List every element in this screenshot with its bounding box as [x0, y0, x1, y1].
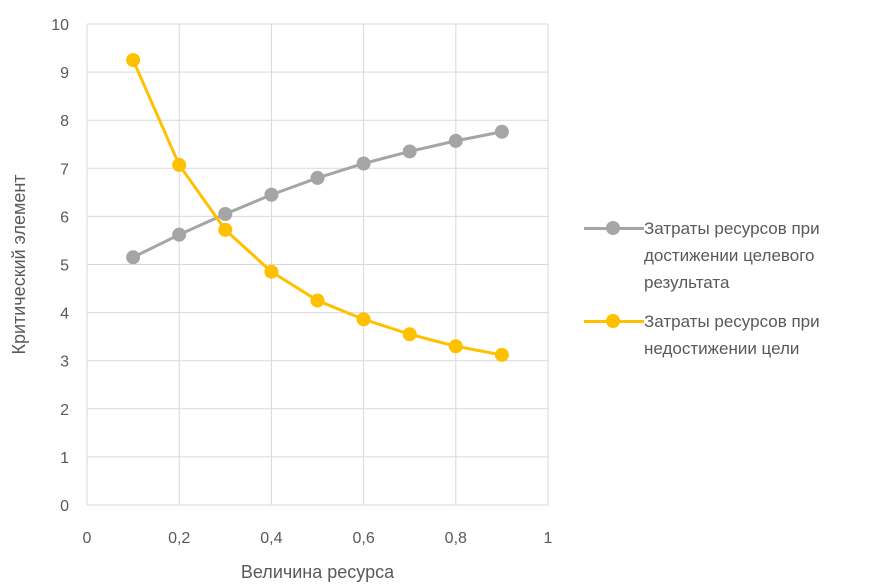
- series-line-2: [131, 58, 504, 357]
- x-tick-label: 0: [83, 530, 92, 547]
- legend-label-line: результата: [644, 273, 730, 292]
- x-axis-title: Величина ресурса: [241, 562, 395, 582]
- data-point-series-1: [218, 206, 233, 221]
- legend-label-target-missed: Затраты ресурсов при недостижении цели: [644, 308, 820, 362]
- gridlines: [86, 23, 549, 506]
- data-point-series-1: [126, 250, 141, 265]
- legend-dot-yellow: [606, 314, 620, 328]
- legend-marker-gray: [584, 215, 644, 241]
- data-point-series-2: [356, 312, 371, 327]
- y-tick-label: 6: [60, 209, 69, 226]
- y-tick-label: 3: [60, 354, 69, 371]
- data-point-series-2: [126, 53, 141, 68]
- data-point-series-1: [172, 227, 187, 242]
- x-tick-label: 1: [544, 530, 553, 547]
- tick-labels: 0 1 2 3 4 5 6 7 8 9 10 0 0,2 0,4 0,6 0,8 1: [51, 17, 552, 547]
- y-tick-label: 4: [60, 306, 69, 323]
- data-point-series-2: [402, 327, 417, 342]
- y-tick-label: 5: [60, 258, 69, 275]
- x-tick-label: 0,6: [352, 530, 374, 547]
- x-tick-label: 0,2: [168, 530, 190, 547]
- data-point-series-2: [448, 339, 463, 354]
- legend-label-target-achieved: Затраты ресурсов при достижении целевого…: [644, 215, 820, 296]
- legend-entry-target-achieved: Затраты ресурсов при достижении целевого…: [584, 215, 869, 296]
- data-point-series-1: [448, 133, 463, 148]
- series-lines: [126, 53, 509, 362]
- legend-marker-yellow: [584, 308, 644, 334]
- data-point-series-1: [402, 144, 417, 159]
- legend: Затраты ресурсов при достижении целевого…: [584, 215, 869, 374]
- y-tick-label: 7: [60, 161, 69, 178]
- legend-label-line: достижении целевого: [644, 246, 815, 265]
- data-point-series-1: [264, 187, 279, 202]
- data-point-series-2: [172, 157, 187, 172]
- legend-entry-target-missed: Затраты ресурсов при недостижении цели: [584, 308, 869, 362]
- y-tick-label: 1: [60, 450, 69, 467]
- data-point-series-2: [310, 293, 325, 308]
- y-tick-label: 2: [60, 402, 69, 419]
- legend-label-line: Затраты ресурсов при: [644, 219, 820, 238]
- y-tick-label: 0: [60, 498, 69, 515]
- data-point-series-1: [494, 124, 509, 139]
- x-tick-label: 0,4: [260, 530, 282, 547]
- legend-dot-gray: [606, 221, 620, 235]
- data-point-series-1: [356, 156, 371, 171]
- data-point-series-2: [264, 264, 279, 279]
- legend-label-line: Затраты ресурсов при: [644, 312, 820, 331]
- y-tick-label: 9: [60, 65, 69, 82]
- series-line-1: [131, 130, 504, 259]
- data-point-series-2: [494, 347, 509, 362]
- data-point-series-1: [310, 170, 325, 185]
- data-point-series-2: [218, 222, 233, 237]
- y-tick-label: 10: [51, 17, 69, 34]
- legend-label-line: недостижении цели: [644, 339, 800, 358]
- y-tick-label: 8: [60, 113, 69, 130]
- x-tick-label: 0,8: [445, 530, 467, 547]
- y-axis-title: Критический элемент: [9, 174, 29, 354]
